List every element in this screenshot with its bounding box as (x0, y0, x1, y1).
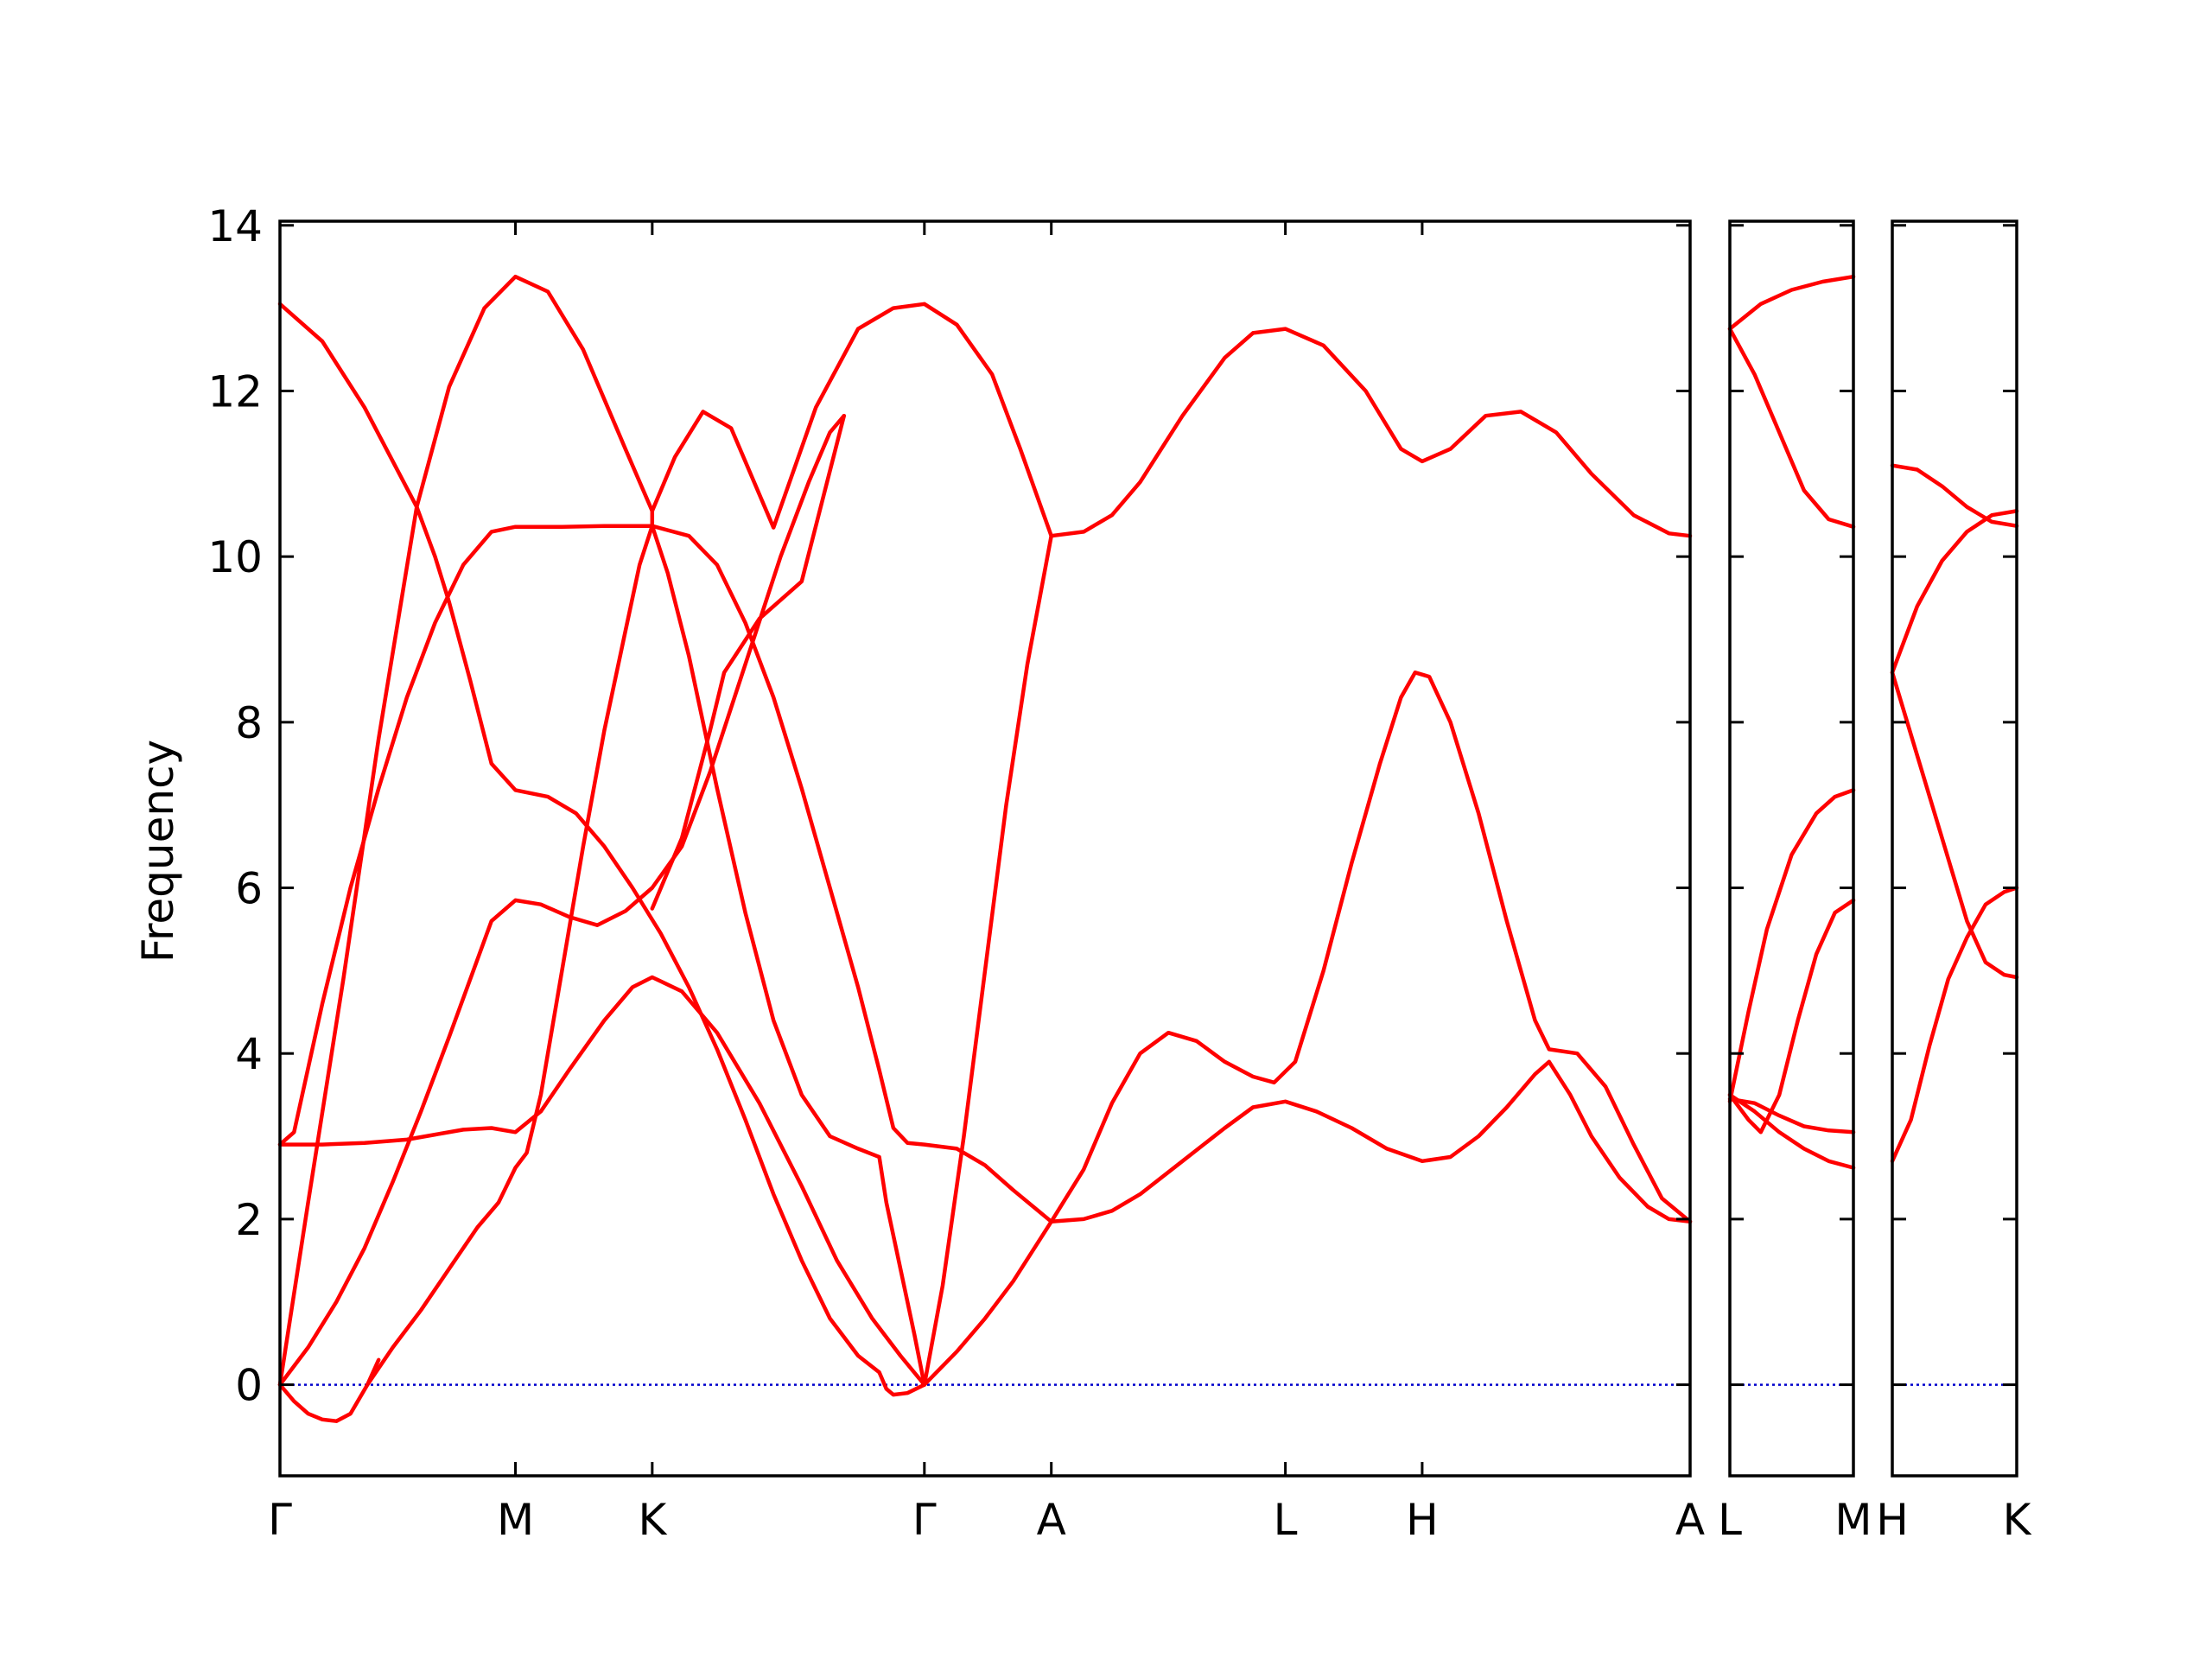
x-tick-label: L (1718, 1495, 1742, 1545)
y-tick-label: 14 (207, 201, 263, 251)
plot-frame (1728, 219, 1855, 1478)
band-line-8 (922, 533, 1053, 1387)
band-line-7 (650, 413, 847, 911)
x-tick-label: M (497, 1495, 534, 1545)
x-tick-label: M (1834, 1495, 1872, 1545)
x-tick-label: L (1274, 1495, 1298, 1545)
band-line-4 (277, 413, 847, 1387)
band-line-10 (365, 1357, 381, 1387)
x-tick-label: Γ (912, 1495, 937, 1545)
y-tick-label: 4 (235, 1029, 263, 1079)
x-tick-label: A (1675, 1495, 1705, 1545)
band-line-2 (1890, 509, 2019, 675)
x-tick-label: Γ (268, 1495, 292, 1545)
panel-1: 0 2 4 6 8 10 12 14 Γ M K Γ A L H A (207, 201, 1705, 1545)
y-tick-label: 0 (235, 1361, 263, 1411)
x-tick-label: K (2003, 1495, 2032, 1545)
x-tick-label: A (1037, 1495, 1066, 1545)
y-tick-label: 8 (235, 698, 263, 748)
y-axis-label: Frequency (133, 740, 183, 963)
band-line-6 (277, 505, 927, 1397)
band-line-1 (1890, 463, 2019, 528)
band-line-3 (1890, 671, 2019, 980)
band-line-3 (1727, 788, 1856, 1104)
band-line-5 (277, 524, 1053, 1224)
band-line-4 (1890, 886, 2019, 1164)
band-line-9 (1049, 671, 1693, 1224)
x-tick-label: H (1876, 1495, 1909, 1545)
band-line-1 (277, 274, 1693, 538)
y-tick-label: 2 (235, 1195, 263, 1245)
y-tick-label: 10 (207, 532, 263, 582)
plot-frame (278, 219, 1692, 1478)
band-line-4 (1727, 898, 1856, 1135)
plot-frame (1891, 219, 2018, 1478)
y-tick-label: 6 (235, 864, 263, 914)
band-line-2 (277, 975, 1693, 1387)
band-line-1 (1727, 274, 1856, 331)
band-line-6 (1727, 1092, 1856, 1170)
y-tick-label: 12 (207, 366, 263, 416)
x-tick-label: H (1406, 1495, 1439, 1545)
band-line-5 (1727, 1096, 1856, 1135)
band-line-3 (277, 524, 927, 1423)
band-line-2 (1727, 327, 1856, 529)
x-tick-label: K (638, 1495, 667, 1545)
